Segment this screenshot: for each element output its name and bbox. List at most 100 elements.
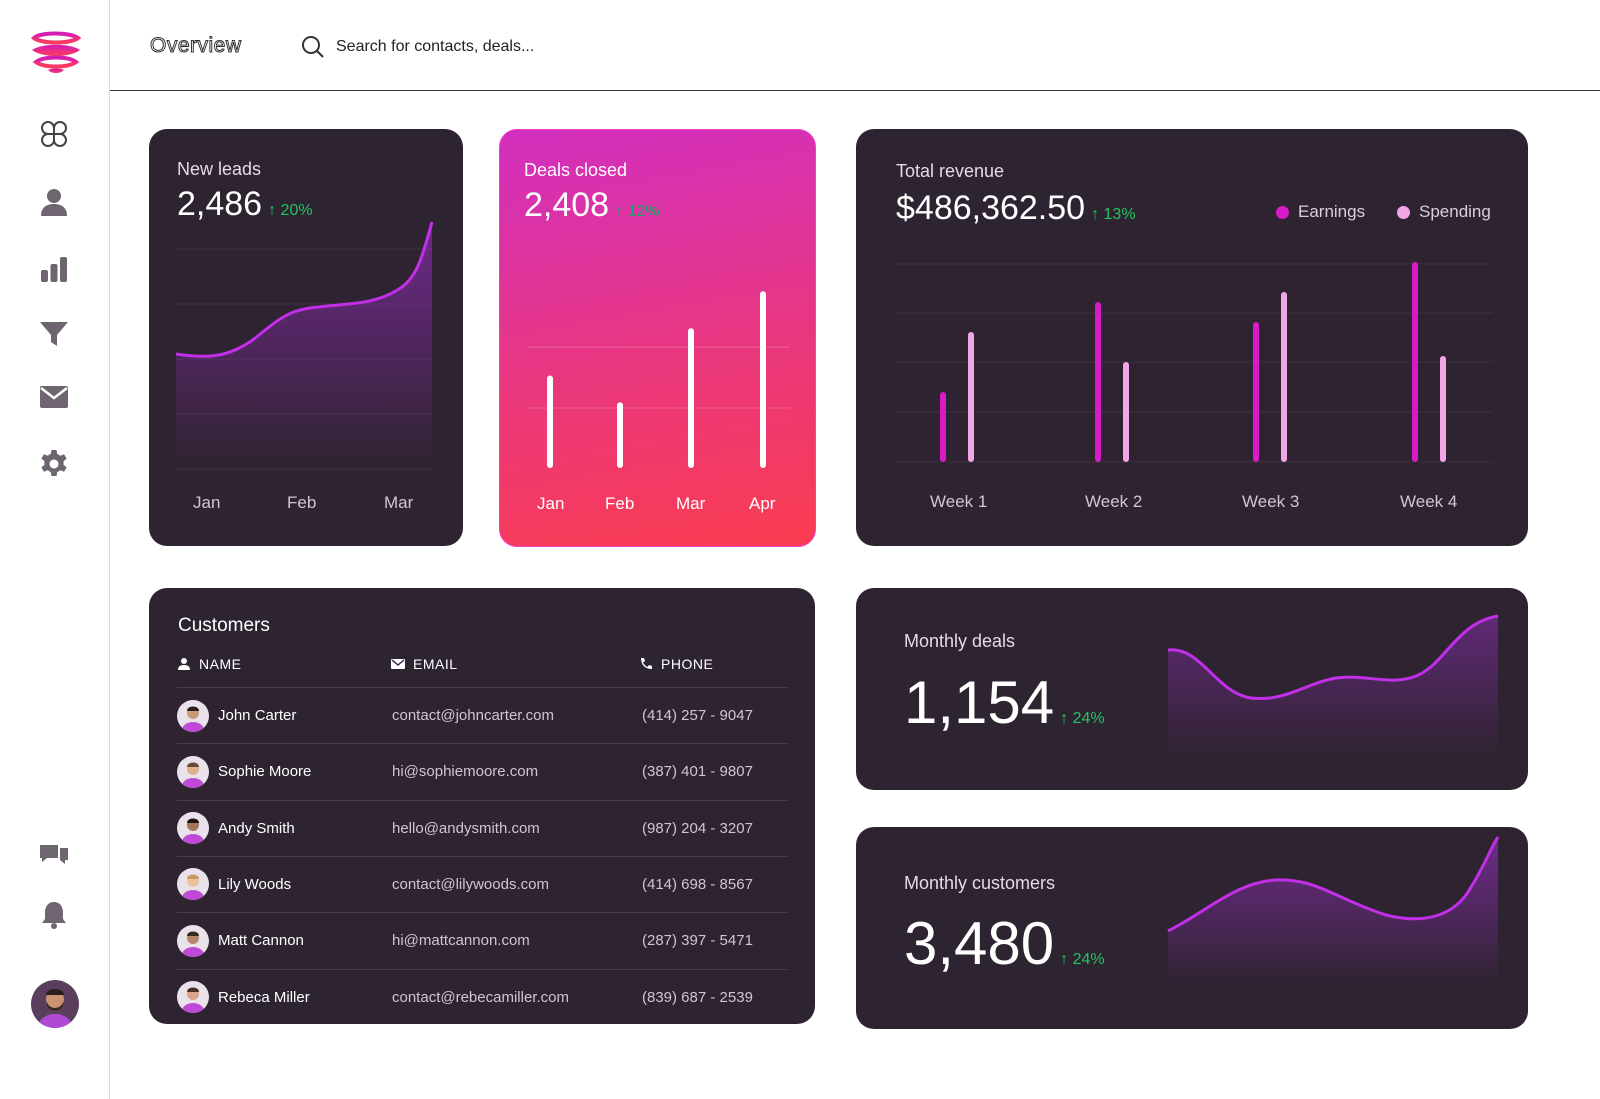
monthly-deals-title: Monthly deals: [904, 631, 1016, 651]
avatar: [177, 755, 209, 788]
customer-phone[interactable]: (387) 401 - 9807: [642, 763, 753, 781]
column-header-name[interactable]: NAME: [177, 656, 241, 672]
notifications-bell-icon[interactable]: [37, 898, 71, 932]
legend-spending[interactable]: Spending: [1397, 202, 1491, 222]
customer-name: Matt Cannon: [218, 932, 304, 950]
earnings-bar-week-4: [1412, 262, 1418, 462]
user-avatar[interactable]: [31, 980, 79, 1028]
customer-phone[interactable]: (839) 687 - 2539: [642, 988, 753, 1006]
tick-label: Mar: [384, 493, 414, 512]
customer-phone[interactable]: (414) 698 - 8567: [642, 875, 753, 893]
total-revenue-card: Total revenue $486,362.50 ↑ 13% Earnings …: [856, 129, 1528, 546]
deals-bar-mar: [688, 328, 694, 468]
page-title[interactable]: Overview: [150, 34, 242, 58]
tick-label: Week 1: [930, 492, 988, 511]
monthly-customers-sparkline: [1167, 836, 1500, 987]
search-bar[interactable]: [300, 30, 720, 64]
dashboard-icon[interactable]: [37, 117, 71, 151]
deals-bar-jan: [547, 375, 553, 468]
tick-label: Feb: [287, 493, 317, 512]
settings-gear-icon[interactable]: [37, 447, 71, 481]
total-revenue-value: $486,362.50 ↑ 13%: [896, 189, 1136, 227]
customer-name: Rebeca Miller: [218, 988, 310, 1006]
customer-email[interactable]: contact@johncarter.com: [392, 707, 554, 724]
new-leads-card: New leads 2,486 ↑ 20% Jan Feb Mar: [149, 129, 463, 546]
table-row[interactable]: Lily Woods contact@lilywoods.com (414) 698…: [177, 855, 787, 912]
new-leads-line: [175, 221, 434, 358]
search-input[interactable]: [336, 38, 696, 56]
brand-logo[interactable]: [30, 30, 82, 74]
deals-closed-title: Deals closed: [524, 160, 628, 180]
customer-name: Andy Smith: [218, 819, 295, 837]
column-header-phone[interactable]: PHONE: [639, 656, 713, 672]
table-row[interactable]: Rebeca Miller contact@rebecamiller.com (83…: [177, 968, 787, 1025]
new-leads-area: [176, 222, 432, 469]
customer-email[interactable]: hi@mattcannon.com: [392, 932, 530, 950]
customer-phone[interactable]: (414) 257 - 9047: [642, 707, 753, 724]
monthly-deals-delta: ↑ 24%: [1060, 710, 1105, 727]
filter-icon[interactable]: [37, 317, 71, 351]
spending-bar-week-1: [968, 332, 974, 462]
customer-name: John Carter: [218, 707, 297, 724]
spending-bar-week-4: [1440, 356, 1446, 462]
revenue-chart: [896, 262, 1493, 463]
customer-name: Lily Woods: [218, 875, 292, 893]
table-row[interactable]: Sophie Moore hi@sophiemoore.com (387) 401 …: [177, 743, 787, 799]
customer-phone[interactable]: (987) 204 - 3207: [642, 819, 753, 837]
table-row[interactable]: Matt Cannon hi@mattcannon.com (287) 397 - …: [177, 912, 787, 968]
monthly-deals-card: Monthly deals 1,154 ↑ 24%: [856, 588, 1528, 790]
monthly-deals-value: 1,154 ↑ 24%: [904, 669, 1105, 736]
mail-icon: [391, 659, 405, 669]
search-icon: [302, 36, 324, 58]
customer-email[interactable]: contact@lilywoods.com: [392, 875, 549, 893]
customer-email[interactable]: hello@andysmith.com: [392, 819, 540, 837]
deals-closed-value: 2,408 ↑ 12%: [524, 186, 660, 224]
monthly-customers-title: Monthly customers: [904, 873, 1056, 893]
deals-closed-delta: ↑ 12%: [615, 203, 660, 220]
bar-chart-icon[interactable]: [37, 252, 71, 286]
legend-earnings[interactable]: Earnings: [1276, 202, 1365, 222]
tick-label: Feb: [605, 494, 635, 513]
monthly-customers-delta: ↑ 24%: [1060, 951, 1105, 968]
monthly-deals-sparkline: [1167, 614, 1499, 758]
earnings-bar-week-1: [940, 392, 946, 462]
new-leads-value: 2,486 ↑ 20%: [177, 185, 313, 223]
top-bar: Overview: [110, 0, 1600, 91]
customers-card: Customers NAME EMAIL PHONE John Carter co…: [149, 588, 815, 1024]
sidebar: [0, 0, 110, 1099]
tick-label: Week 4: [1400, 492, 1458, 511]
new-leads-title: New leads: [177, 159, 262, 179]
avatar: [177, 868, 209, 901]
avatar: [177, 812, 209, 845]
avatar: [177, 981, 209, 1013]
deals-bar-feb: [617, 402, 623, 468]
user-icon[interactable]: [37, 185, 71, 219]
tick-label: Jan: [537, 494, 565, 513]
customer-email[interactable]: contact@rebecamiller.com: [392, 988, 569, 1006]
tick-label: Week 3: [1242, 492, 1300, 511]
total-revenue-title: Total revenue: [896, 161, 1005, 181]
monthly-customers-value: 3,480 ↑ 24%: [904, 910, 1105, 977]
avatar: [177, 699, 209, 732]
customer-email[interactable]: hi@sophiemoore.com: [392, 763, 539, 781]
tick-label: Week 2: [1085, 492, 1143, 511]
customer-phone[interactable]: (287) 397 - 5471: [642, 932, 753, 950]
avatar: [177, 924, 209, 957]
user-icon: [178, 658, 190, 670]
table-row[interactable]: John Carter contact@johncarter.com (414) 2…: [177, 687, 787, 743]
deals-closed-chart: [527, 291, 790, 468]
new-leads-delta: ↑ 20%: [268, 202, 313, 219]
tick-label: Jan: [193, 493, 221, 512]
phone-icon: [641, 658, 652, 669]
deals-closed-card: Deals closed 2,408 ↑ 12% Jan Feb Mar Apr: [499, 129, 816, 547]
spending-bar-week-3: [1281, 292, 1287, 462]
chat-messages-icon[interactable]: [37, 840, 71, 874]
earnings-bar-week-3: [1253, 322, 1259, 462]
tick-label: Apr: [749, 494, 776, 513]
mail-icon[interactable]: [37, 380, 71, 414]
tick-label: Mar: [676, 494, 706, 513]
customer-name: Sophie Moore: [218, 763, 312, 781]
table-row[interactable]: Andy Smith hello@andysmith.com (987) 204 -…: [177, 799, 787, 856]
column-header-email[interactable]: EMAIL: [391, 656, 458, 672]
new-leads-chart: [175, 221, 434, 470]
